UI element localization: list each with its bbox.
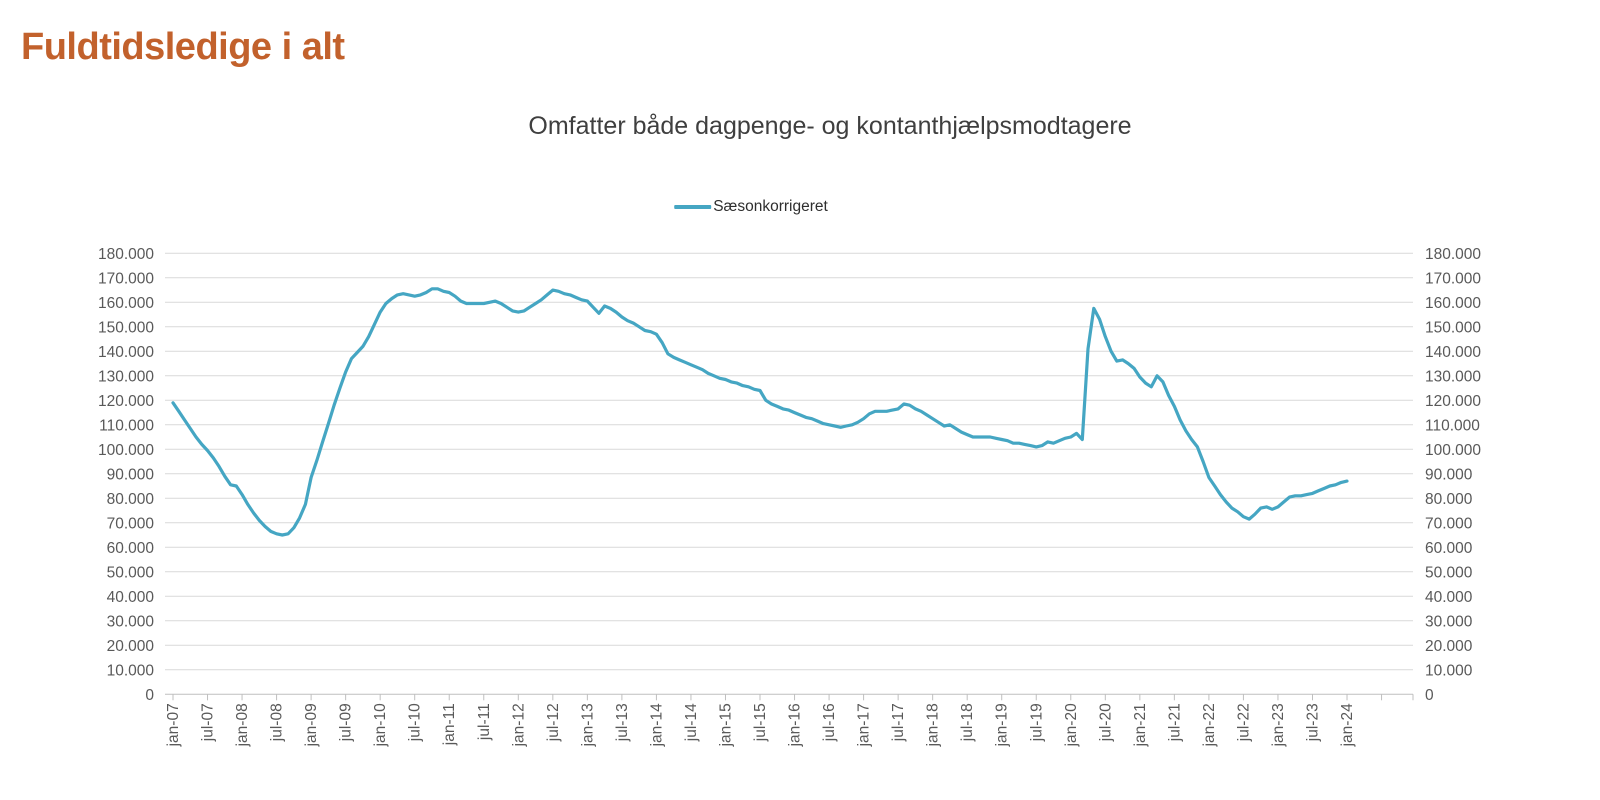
x-tick-label: jul-09 (338, 703, 355, 742)
y-tick-label-left: 130.000 (98, 368, 154, 385)
x-tick-label: jan-17 (856, 703, 873, 747)
x-tick-label: jan-13 (579, 703, 596, 747)
x-tick-label: jan-15 (717, 703, 734, 747)
x-tick-label: jul-08 (269, 703, 286, 742)
page-title: Fuldtidsledige i alt (21, 26, 345, 68)
y-tick-label-right: 30.000 (1425, 613, 1473, 630)
x-tick-label: jul-11 (476, 703, 493, 741)
x-tick-label: jan-16 (787, 703, 804, 747)
data-series (171, 287, 1349, 537)
x-tick-label: jul-15 (752, 703, 769, 742)
y-tick-label-right: 80.000 (1425, 491, 1473, 508)
y-tick-label-left: 30.000 (107, 613, 155, 630)
x-tick-label: jan-11 (441, 703, 458, 746)
y-tick-label-right: 160.000 (1425, 295, 1481, 312)
x-tick-label: jul-22 (1235, 703, 1252, 742)
y-tick-label-left: 180.000 (98, 246, 154, 263)
y-tick-label-right: 140.000 (1425, 344, 1481, 361)
x-tick-label: jan-14 (648, 703, 665, 747)
y-tick-label-left: 20.000 (107, 638, 155, 655)
y-tick-label-left: 100.000 (98, 442, 154, 459)
y-tick-label-left: 150.000 (98, 319, 154, 336)
x-tick-label: jul-10 (407, 703, 424, 742)
x-tick-label: jan-23 (1270, 703, 1287, 747)
x-tick-label: jan-08 (234, 703, 251, 747)
y-tick-label-right: 150.000 (1425, 319, 1481, 336)
y-tick-label-right: 120.000 (1425, 393, 1481, 410)
x-tick-label: jul-07 (200, 703, 217, 742)
y-tick-label-left: 50.000 (107, 564, 155, 581)
x-tick-label: jan-18 (925, 703, 942, 747)
y-tick-label-left: 10.000 (107, 662, 155, 679)
y-tick-label-right: 10.000 (1425, 662, 1473, 679)
x-tick-label: jul-13 (614, 703, 631, 742)
y-tick-label-left: 0 (145, 687, 154, 704)
x-tick-label: jan-20 (1063, 703, 1080, 747)
y-tick-label-right: 90.000 (1425, 466, 1473, 483)
y-tick-label-right: 0 (1425, 687, 1434, 704)
y-tick-label-right: 70.000 (1425, 515, 1473, 532)
y-tick-label-right: 60.000 (1425, 540, 1473, 557)
x-tick-label: jan-10 (372, 703, 389, 747)
x-tick-label: jul-18 (959, 703, 976, 742)
y-tick-label-right: 110.000 (1425, 417, 1480, 434)
x-tick-label: jan-07 (165, 703, 182, 747)
y-tick-label-right: 50.000 (1425, 564, 1473, 581)
x-tick-label: jul-16 (821, 703, 838, 742)
x-tick-label: jul-14 (683, 703, 700, 742)
y-tick-label-left: 120.000 (98, 393, 154, 410)
y-tick-label-left: 40.000 (107, 589, 155, 606)
x-tick-label: jan-09 (303, 703, 320, 747)
y-tick-label-left: 90.000 (107, 466, 155, 483)
chart-title: Omfatter både dagpenge- og kontanthjælps… (528, 112, 1132, 140)
y-tick-label-right: 180.000 (1425, 246, 1481, 263)
x-tick-label: jul-21 (1166, 703, 1183, 742)
x-tick-label: jan-22 (1201, 703, 1218, 747)
y-axis-labels-left: 0 10.000 20.000 30.000 40.000 50.000 60.000 70.… (98, 246, 154, 704)
x-tick-label: jul-20 (1097, 703, 1114, 742)
series-line-saesonkorrigeret (171, 287, 1349, 537)
x-axis (165, 693, 1414, 701)
y-axis-labels-right: 0 10.000 20.000 30.000 40.000 50.000 60.000 70.… (1425, 246, 1481, 704)
y-tick-label-left: 160.000 (98, 295, 154, 312)
legend-label: Sæsonkorrigeret (713, 198, 828, 215)
y-tick-label-right: 40.000 (1425, 589, 1473, 606)
y-tick-label-left: 60.000 (107, 540, 155, 557)
x-tick-label: jan-21 (1132, 703, 1149, 747)
x-tick-label: jul-19 (1028, 703, 1045, 742)
x-tick-label: jul-12 (545, 703, 562, 742)
x-tick-label: jan-24 (1339, 703, 1356, 747)
x-tick-label: jul-23 (1304, 703, 1321, 742)
x-tick-label: jul-17 (890, 703, 907, 742)
y-tick-label-right: 130.000 (1425, 368, 1481, 385)
legend-line-swatch (674, 205, 712, 209)
y-tick-label-left: 140.000 (98, 344, 154, 361)
y-tick-label-right: 170.000 (1425, 270, 1481, 287)
legend[interactable]: Sæsonkorrigeret (674, 198, 828, 216)
gridlines (165, 252, 1413, 671)
y-tick-label-left: 70.000 (107, 515, 155, 532)
y-tick-label-left: 110.000 (99, 417, 154, 434)
y-tick-label-left: 80.000 (107, 491, 155, 508)
y-tick-label-right: 100.000 (1425, 442, 1481, 459)
y-tick-label-left: 170.000 (98, 270, 154, 287)
y-tick-label-right: 20.000 (1425, 638, 1473, 655)
x-tick-label: jan-12 (510, 703, 527, 747)
x-tick-label: jan-19 (994, 703, 1011, 747)
x-axis-labels: jan-07 jul-07 jan-08 jul-08 jan-09 jul-09 jan-… (165, 703, 1356, 747)
